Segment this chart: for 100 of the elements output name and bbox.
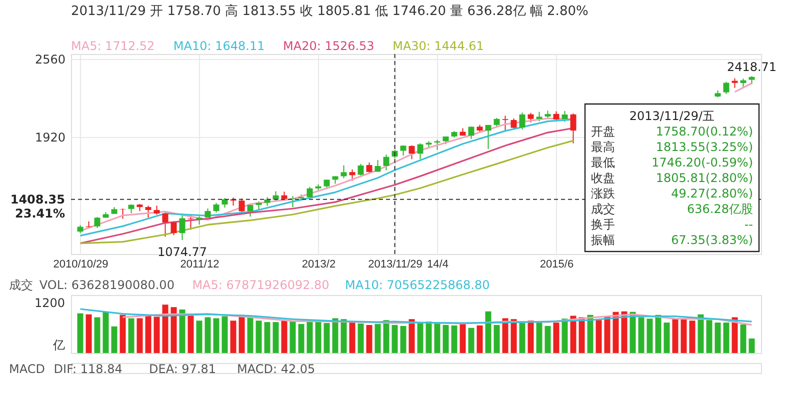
x-tick-label: 2010/10/29: [53, 258, 108, 270]
bar: [442, 324, 449, 353]
bar: [298, 324, 304, 353]
bar: [77, 313, 84, 353]
annotation: 2418.71: [726, 60, 777, 74]
annotation: 2013/11/29/五: [629, 108, 715, 123]
bar: [408, 319, 415, 353]
candlestick: [213, 202, 220, 213]
bar: [315, 321, 322, 353]
bar: [358, 324, 364, 353]
bar: [714, 322, 721, 353]
candlestick: [485, 124, 492, 150]
x-tick-label: 2015/6: [540, 258, 574, 270]
bar: [698, 314, 704, 353]
candlestick: [94, 216, 100, 228]
bar: [204, 317, 211, 353]
candlestick: [374, 160, 381, 172]
bar: [578, 317, 585, 353]
candlestick: [417, 142, 424, 160]
candlestick: [358, 163, 364, 176]
bar: [476, 325, 483, 353]
bar: [544, 326, 551, 353]
text: 亿: [52, 338, 65, 352]
bar: [332, 318, 338, 353]
candlestick: [188, 214, 194, 230]
candlestick: [519, 112, 526, 130]
bar: [196, 320, 202, 353]
bar: [145, 314, 152, 353]
bar: [154, 316, 160, 353]
bar: [383, 320, 390, 353]
bar: [111, 326, 118, 353]
bar: [706, 320, 712, 353]
candlestick: [494, 117, 500, 128]
bar: [349, 322, 356, 353]
text: MA10: 1648.11: [173, 39, 265, 53]
bar: [502, 318, 508, 353]
text: 1200: [34, 296, 65, 310]
bar: [434, 322, 440, 353]
bar: [247, 317, 254, 353]
text: 涨跌 49.27(2.80%): [591, 186, 753, 200]
text: MA30: 1444.61: [392, 39, 484, 53]
bar: [740, 324, 746, 353]
series-label: MA5: 67871926092.80: [192, 278, 330, 292]
candlestick: [238, 198, 245, 214]
annotation: 1074.77: [157, 245, 208, 260]
candlestick: [366, 162, 372, 174]
bar: [102, 312, 109, 353]
bar: [468, 328, 474, 353]
bar: [528, 320, 534, 353]
bar: [179, 310, 186, 353]
bar: [324, 323, 330, 353]
bar: [485, 311, 492, 353]
candlestick: [528, 112, 534, 123]
candlestick: [349, 168, 356, 182]
x-tick-label: 2013/2: [302, 258, 336, 270]
bar: [86, 314, 92, 353]
bar: [536, 321, 542, 353]
text: 成交: [9, 278, 33, 292]
text: 成交 636.28亿股: [591, 202, 753, 216]
bar: [604, 316, 610, 353]
bar: [732, 317, 738, 353]
x-tick-label: 2011/12: [180, 258, 220, 270]
bar: [213, 318, 220, 353]
bar: [374, 324, 381, 353]
bar: [596, 320, 602, 353]
bar: [630, 312, 636, 353]
candlestick: [340, 164, 347, 179]
bar: [94, 317, 100, 353]
y-tick-label: 1920: [34, 130, 66, 144]
bar: [570, 316, 576, 353]
text: 开盘 1758.70(0.12%): [591, 124, 753, 138]
y-tick-label: 2560: [34, 52, 66, 66]
bar: [587, 314, 594, 353]
text: MA20: 1526.53: [283, 39, 374, 53]
bar: [426, 322, 432, 353]
bar: [417, 322, 424, 353]
bar: [723, 322, 730, 353]
bar: [553, 322, 560, 353]
bar: [519, 323, 526, 353]
bar: [281, 320, 288, 353]
text: 最高 1813.55(3.25%): [591, 140, 753, 154]
bar: [638, 317, 644, 353]
bar: [222, 316, 228, 353]
text: 最低 1746.20(-0.59%): [591, 155, 753, 170]
bar: [272, 322, 279, 353]
bar: [621, 311, 628, 353]
text: DIF: 118.84: [54, 362, 122, 376]
bar: [264, 322, 270, 353]
text: 收盘 1805.81(2.80%): [591, 170, 753, 185]
bar: [366, 324, 372, 353]
candlestick: [400, 145, 406, 156]
candlestick: [170, 220, 177, 236]
bar: [230, 320, 236, 353]
bar: [392, 324, 398, 353]
bar: [256, 320, 262, 353]
bar: [748, 338, 755, 353]
text: DEA: 97.81: [149, 362, 216, 376]
text: 振幅 67.35(3.83%): [591, 232, 753, 247]
bar: [162, 304, 168, 353]
bar: [612, 312, 619, 353]
